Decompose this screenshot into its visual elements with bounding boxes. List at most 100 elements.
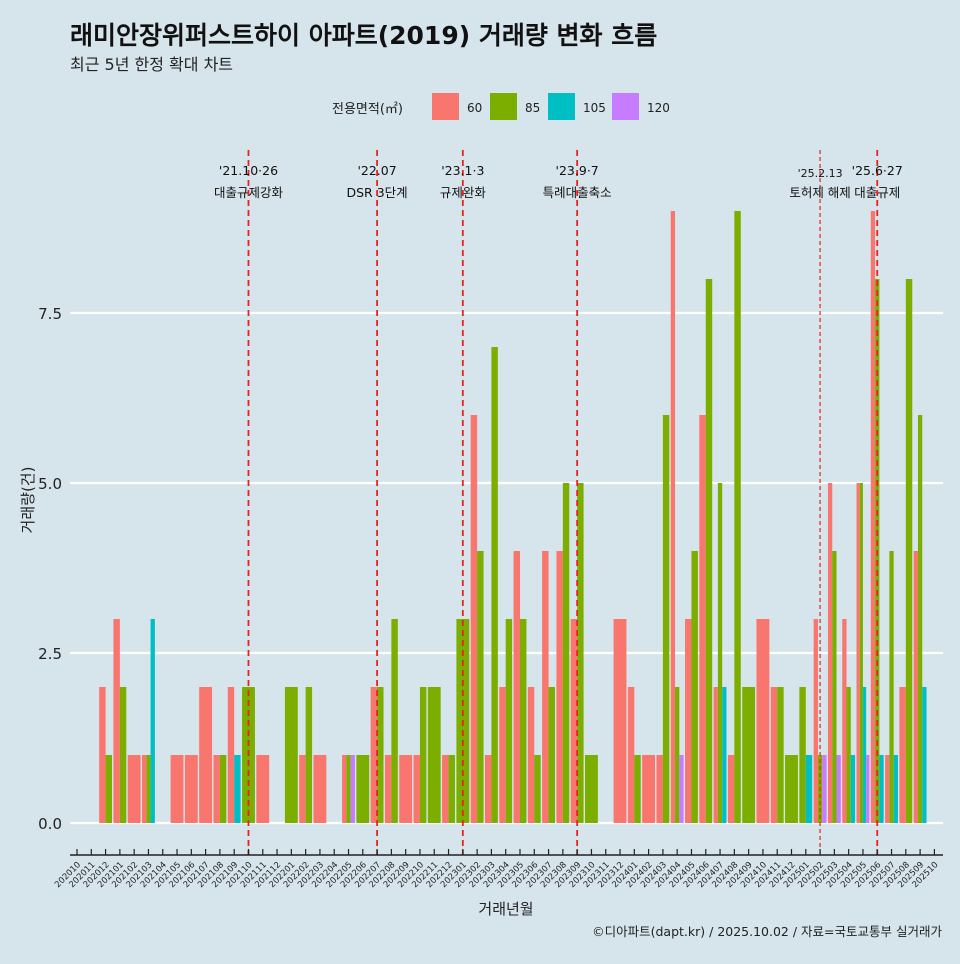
bar-202408-85 — [734, 211, 741, 823]
bar-202308-85 — [562, 483, 570, 823]
bar-202405-60 — [685, 619, 692, 823]
caption: ©디아파트(dapt.kr) / 2025.10.02 / 자료=국토교통부 실… — [592, 924, 942, 939]
chart-subtitle: 최근 5년 한정 확대 차트 — [70, 55, 233, 74]
bar-202404-60 — [670, 211, 676, 823]
y-tick-label: 5.0 — [38, 475, 62, 493]
bar-202108-60 — [213, 755, 220, 823]
bar-202305-60 — [513, 551, 520, 823]
bar-202403-60 — [656, 755, 663, 823]
bar-202302-85 — [477, 551, 484, 823]
bar-202506-60 — [870, 211, 876, 823]
bar-202312-60 — [613, 619, 627, 823]
chart-title: 래미안장위퍼스트하이 아파트(2019) 거래량 변화 흐름 — [70, 21, 657, 50]
event-date: '25.6·27 — [852, 163, 903, 178]
legend: 60 85 105 120 — [432, 93, 670, 120]
legend-label-120: 120 — [647, 101, 670, 115]
bar-202406-60 — [699, 415, 706, 823]
bar-202411-60 — [770, 687, 778, 823]
bar-202503-60 — [827, 483, 833, 823]
bar-202302-60 — [470, 415, 478, 823]
bar-202505-105 — [862, 687, 867, 823]
bar-202207-85 — [377, 687, 384, 823]
bar-202504-105 — [850, 755, 856, 823]
bar-202403-85 — [662, 415, 670, 823]
bar-202509-60 — [913, 551, 918, 823]
bar-202109-60 — [227, 687, 235, 823]
bar-202103-60 — [142, 755, 147, 823]
bar-202508-85 — [905, 279, 913, 823]
legend-swatch-105 — [548, 93, 575, 120]
bar-202507-85 — [889, 551, 894, 823]
bar-202309-85 — [577, 483, 584, 823]
x-axis-label: 거래년월 — [478, 900, 533, 918]
bar-202407-60 — [713, 687, 718, 823]
event-label: 규제완화 — [440, 185, 487, 200]
legend-label-60: 60 — [467, 101, 482, 115]
bar-202404-120 — [679, 755, 684, 823]
legend-swatch-120 — [612, 93, 639, 120]
event-date: '23.9·7 — [556, 163, 599, 178]
bar-202501-85 — [799, 687, 806, 823]
bar-202208-85 — [391, 619, 398, 823]
bar-202101-85 — [119, 687, 127, 823]
bar-202503-120 — [836, 755, 841, 823]
bar-202103-85 — [146, 755, 151, 823]
bar-202105-60 — [170, 755, 184, 823]
bar-202106-60 — [184, 755, 198, 823]
bar-202306-85 — [534, 755, 541, 823]
legend-swatch-85 — [490, 93, 517, 120]
event-date: '25.2.13 — [798, 167, 843, 180]
bar-202111-60 — [256, 755, 270, 823]
bar-202502-120 — [822, 755, 827, 823]
bar-202405-85 — [691, 551, 698, 823]
event-label: 토허제 해제 — [789, 185, 850, 200]
bar-202402-60 — [642, 755, 656, 823]
bar-202411-85 — [777, 687, 784, 823]
bar-202210-85 — [419, 687, 427, 823]
bar-202506-105 — [879, 755, 884, 823]
bar-202207-60 — [370, 687, 378, 823]
event-date: '21.10·26 — [219, 163, 278, 178]
event-date: '23.1·3 — [441, 163, 484, 178]
bar-202509-105 — [922, 687, 927, 823]
bar-202307-60 — [542, 551, 549, 823]
bar-202505-120 — [866, 755, 870, 823]
bar-202504-60 — [842, 619, 847, 823]
bar-202212-85 — [448, 755, 455, 823]
bar-202507-105 — [893, 755, 898, 823]
bar-202404-85 — [675, 687, 680, 823]
bar-202309-60 — [570, 619, 578, 823]
bar-202012-85 — [105, 755, 113, 823]
y-tick-label: 0.0 — [38, 815, 62, 833]
event-label: 대출규제 — [854, 185, 900, 200]
bar-202505-85 — [859, 483, 863, 823]
bar-202501-105 — [805, 755, 813, 823]
bar-202401-60 — [627, 687, 635, 823]
bar-202508-60 — [899, 687, 906, 823]
bar-202205-85 — [346, 755, 351, 823]
bar-202305-85 — [519, 619, 527, 823]
bar-202201-85 — [284, 687, 298, 823]
bar-202212-60 — [442, 755, 449, 823]
bar-202306-60 — [527, 687, 535, 823]
legend-swatch-60 — [432, 93, 459, 120]
bar-202103-105 — [150, 619, 155, 823]
bar-202509-85 — [917, 415, 923, 823]
event-label: DSR 3단계 — [347, 185, 408, 200]
bar-202203-60 — [313, 755, 327, 823]
bar-202304-60 — [499, 687, 506, 823]
bar-202507-60 — [885, 755, 890, 823]
legend-label-85: 85 — [525, 101, 540, 115]
bar-202410-60 — [756, 619, 770, 823]
bar-202303-60 — [484, 755, 492, 823]
bar-202407-85 — [717, 483, 723, 823]
bar-202406-85 — [705, 279, 713, 823]
bar-202503-85 — [832, 551, 837, 823]
bar-202205-60 — [342, 755, 347, 823]
bar-202208-60 — [384, 755, 392, 823]
bar-202307-85 — [548, 687, 556, 823]
y-tick-label: 2.5 — [38, 645, 62, 663]
bar-202210-60 — [413, 755, 420, 823]
bar-202505-60 — [856, 483, 860, 823]
